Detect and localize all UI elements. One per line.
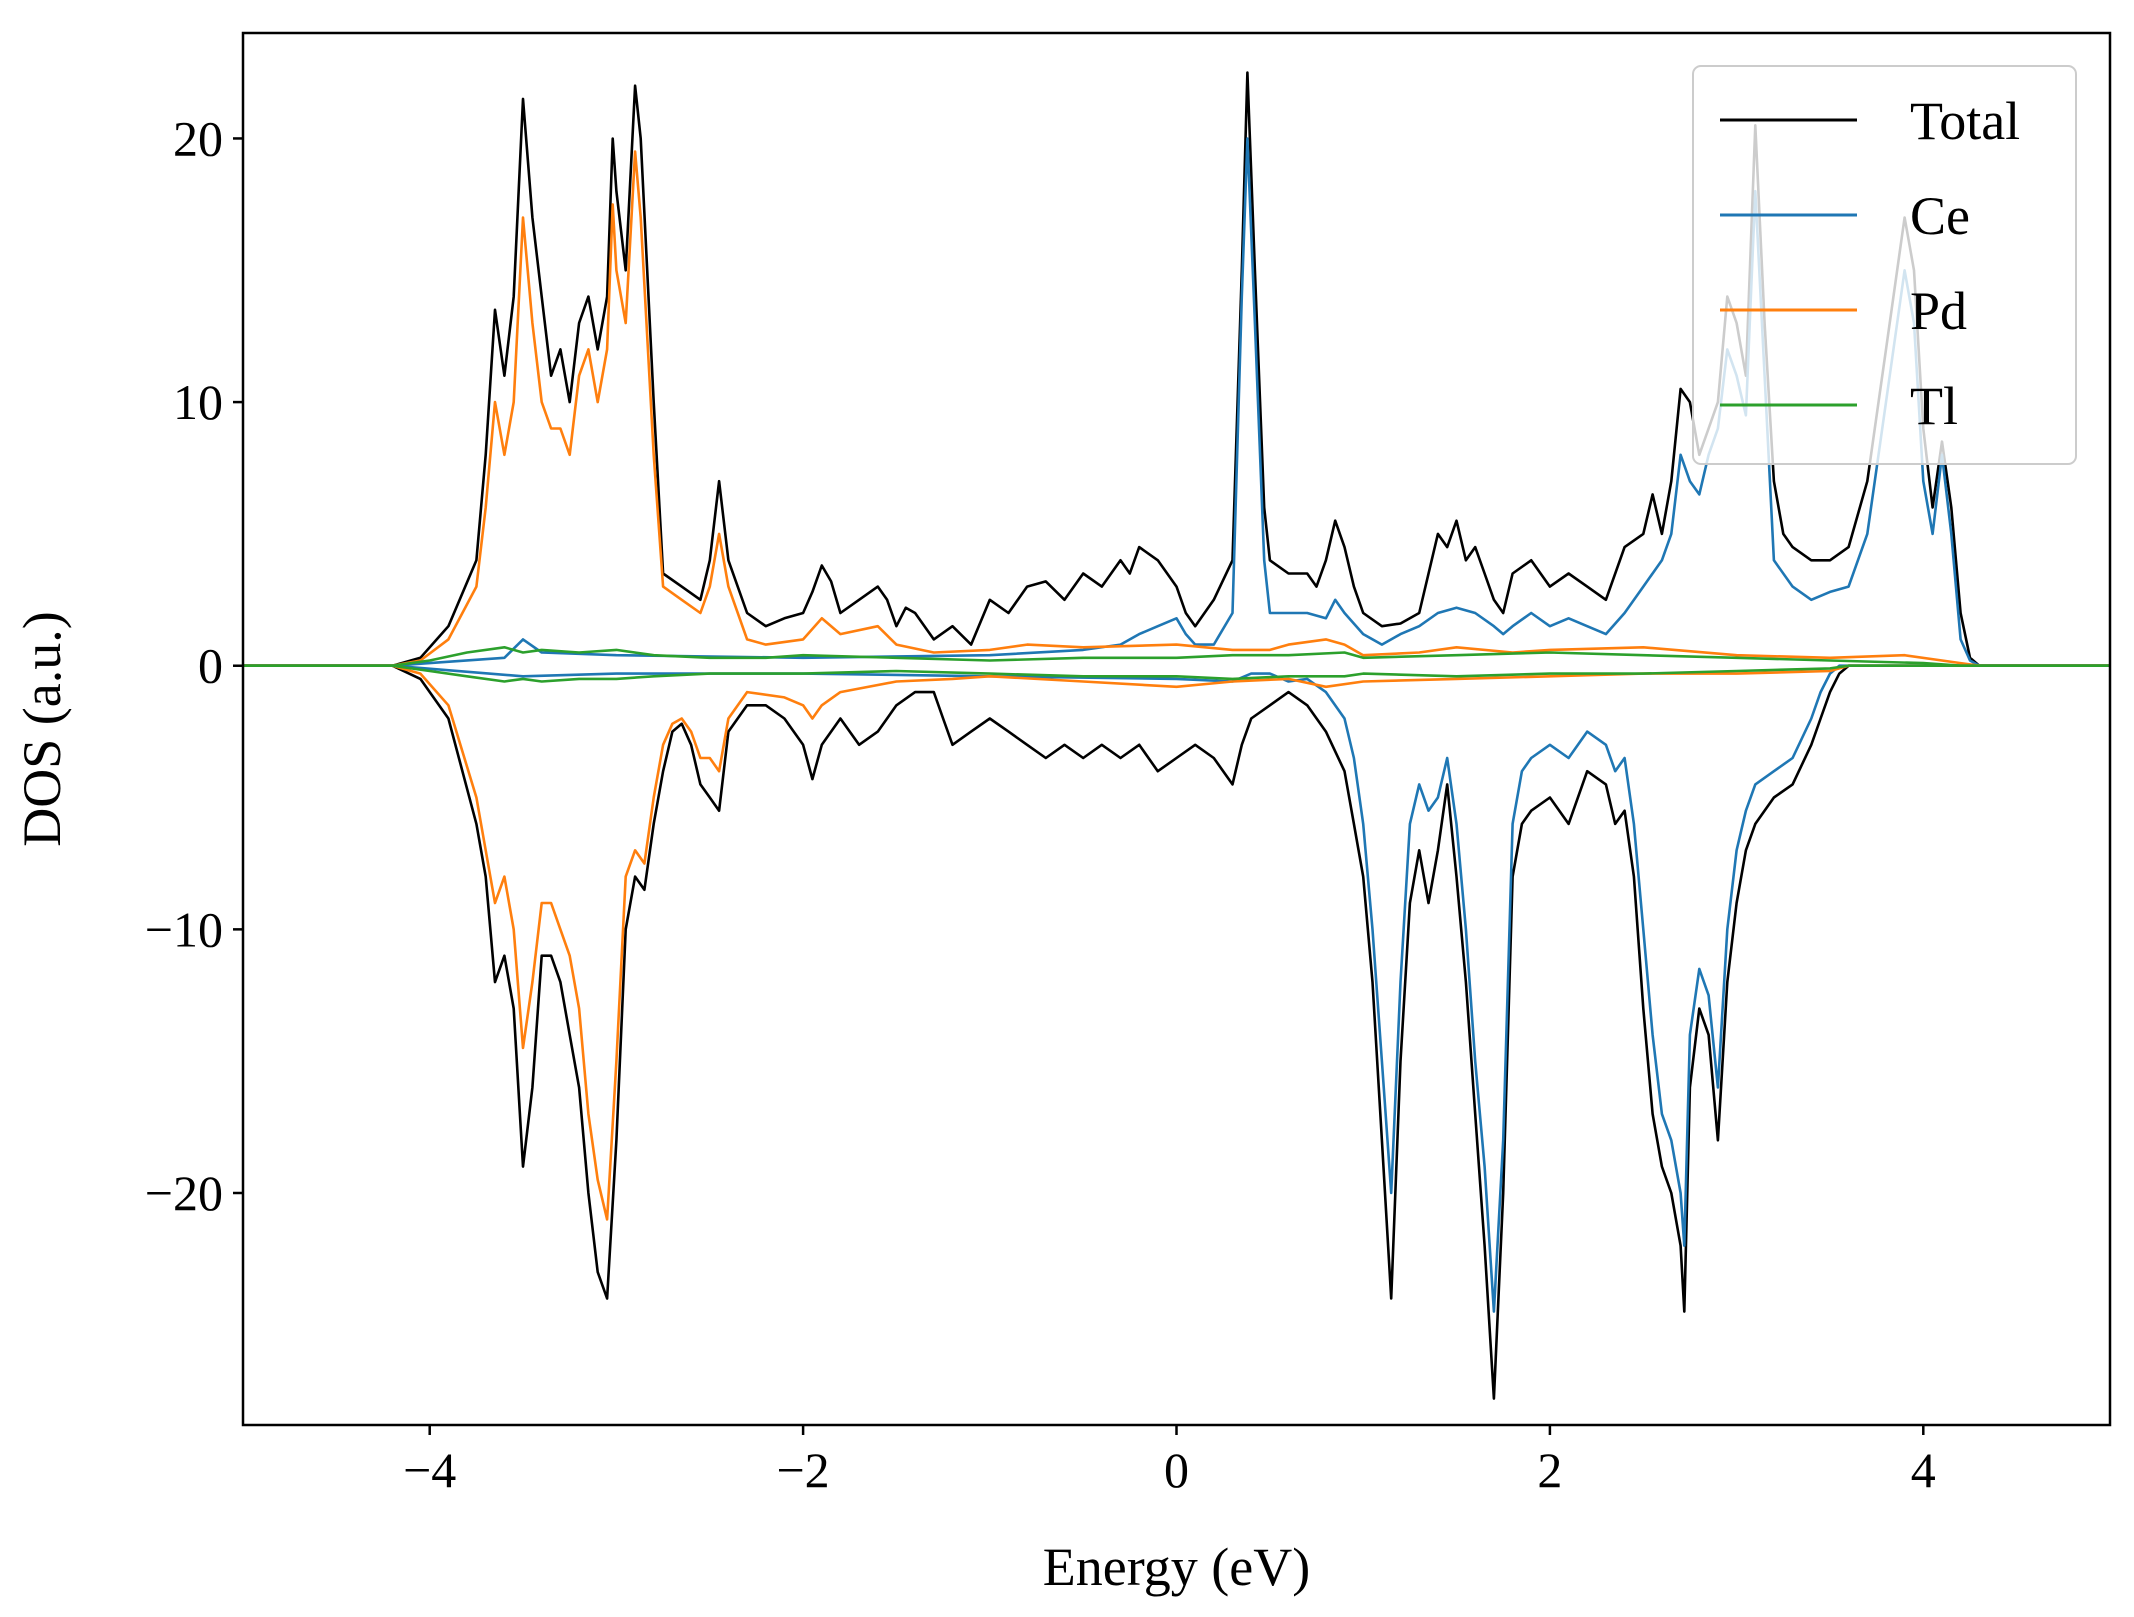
y-tick-label: 0 <box>198 638 223 694</box>
legend-box <box>1692 65 2077 465</box>
series-line-ce-down <box>243 664 2110 1313</box>
x-ticks: −4 −2 0 2 4 <box>403 1425 1936 1498</box>
y-tick-label: 10 <box>173 374 223 430</box>
series-line-tl-up <box>243 646 2110 667</box>
series-line-ce-up <box>243 137 2110 667</box>
y-tick-label: −20 <box>145 1165 223 1221</box>
x-tick-label: −2 <box>776 1442 829 1498</box>
y-ticks: 20 10 0 −10 −20 <box>145 110 243 1221</box>
y-tick-label: −10 <box>145 901 223 957</box>
legend-label-ce: Ce <box>1910 186 1970 246</box>
y-axis-label: DOS (a.u.) <box>12 611 72 846</box>
series-line-pd-up <box>243 150 2110 667</box>
x-axis-label: Energy (eV) <box>1043 1537 1310 1597</box>
x-tick-label: 2 <box>1537 1442 1562 1498</box>
series-line-total-down <box>243 664 2110 1400</box>
legend-label-total: Total <box>1910 91 2020 151</box>
series-line-tl-down <box>243 664 2110 683</box>
x-tick-label: 4 <box>1911 1442 1936 1498</box>
x-tick-label: −4 <box>403 1442 456 1498</box>
series-layer <box>243 71 2110 1400</box>
legend: Total Ce Pd Tl <box>1692 65 2077 465</box>
legend-label-tl: Tl <box>1910 376 1958 436</box>
y-tick-label: 20 <box>173 110 223 166</box>
legend-label-pd: Pd <box>1910 281 1967 341</box>
series-line-pd-down <box>243 664 2110 1221</box>
x-tick-label: 0 <box>1164 1442 1189 1498</box>
